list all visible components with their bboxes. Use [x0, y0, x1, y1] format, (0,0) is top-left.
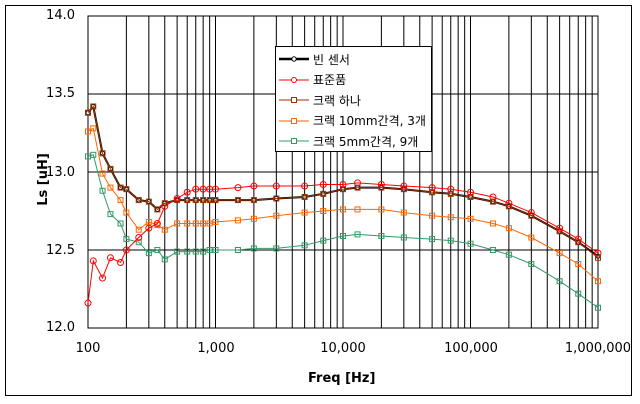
x-tick-label: 100	[75, 341, 101, 356]
legend-item-one-crack: 크랙 하나	[276, 90, 431, 111]
legend-line-marker-icon	[279, 76, 309, 83]
y-tick-label: 13.0	[46, 165, 75, 180]
chart-legend: 빈 센서 표준품 크랙 하나 크랙 10mm간격, 3개 크랙 5mm간격, 9…	[275, 46, 432, 152]
y-tick-label: 14.0	[46, 8, 75, 23]
y-tick-label: 12.0	[46, 320, 75, 335]
series-line	[85, 151, 601, 311]
y-tick-label: 12.5	[46, 243, 75, 258]
x-tick-label: 100,000	[444, 341, 498, 356]
legend-label: 크랙 10mm간격, 3개	[313, 114, 426, 129]
y-tick-label: 13.5	[46, 86, 75, 101]
x-tick-label: 10,000	[320, 341, 366, 356]
series-line	[84, 179, 602, 307]
series-line	[85, 103, 601, 261]
legend-label: 크랙 하나	[313, 93, 361, 108]
legend-line-marker-icon	[279, 117, 309, 124]
y-axis-title: Ls [uH]	[35, 153, 51, 206]
legend-line-marker-icon	[279, 138, 309, 145]
legend-label: 크랙 5mm간격, 9개	[313, 134, 419, 149]
legend-item-9-cracks-5mm: 크랙 5mm간격, 9개	[276, 131, 431, 152]
legend-label: 표준품	[313, 73, 347, 88]
x-tick-label: 1,000,000	[564, 341, 632, 356]
x-tick-label: 1,000	[197, 341, 235, 356]
legend-line-marker-icon	[279, 56, 309, 62]
x-axis-title: Freq [Hz]	[308, 371, 376, 386]
chart-frame	[5, 5, 632, 396]
legend-item-3-cracks-10mm: 크랙 10mm간격, 3개	[276, 111, 431, 132]
legend-label: 빈 센서	[313, 52, 350, 67]
legend-item-standard: 표준품	[276, 70, 431, 91]
legend-line-marker-icon	[279, 97, 309, 104]
legend-item-empty-sensor: 빈 센서	[276, 49, 431, 70]
